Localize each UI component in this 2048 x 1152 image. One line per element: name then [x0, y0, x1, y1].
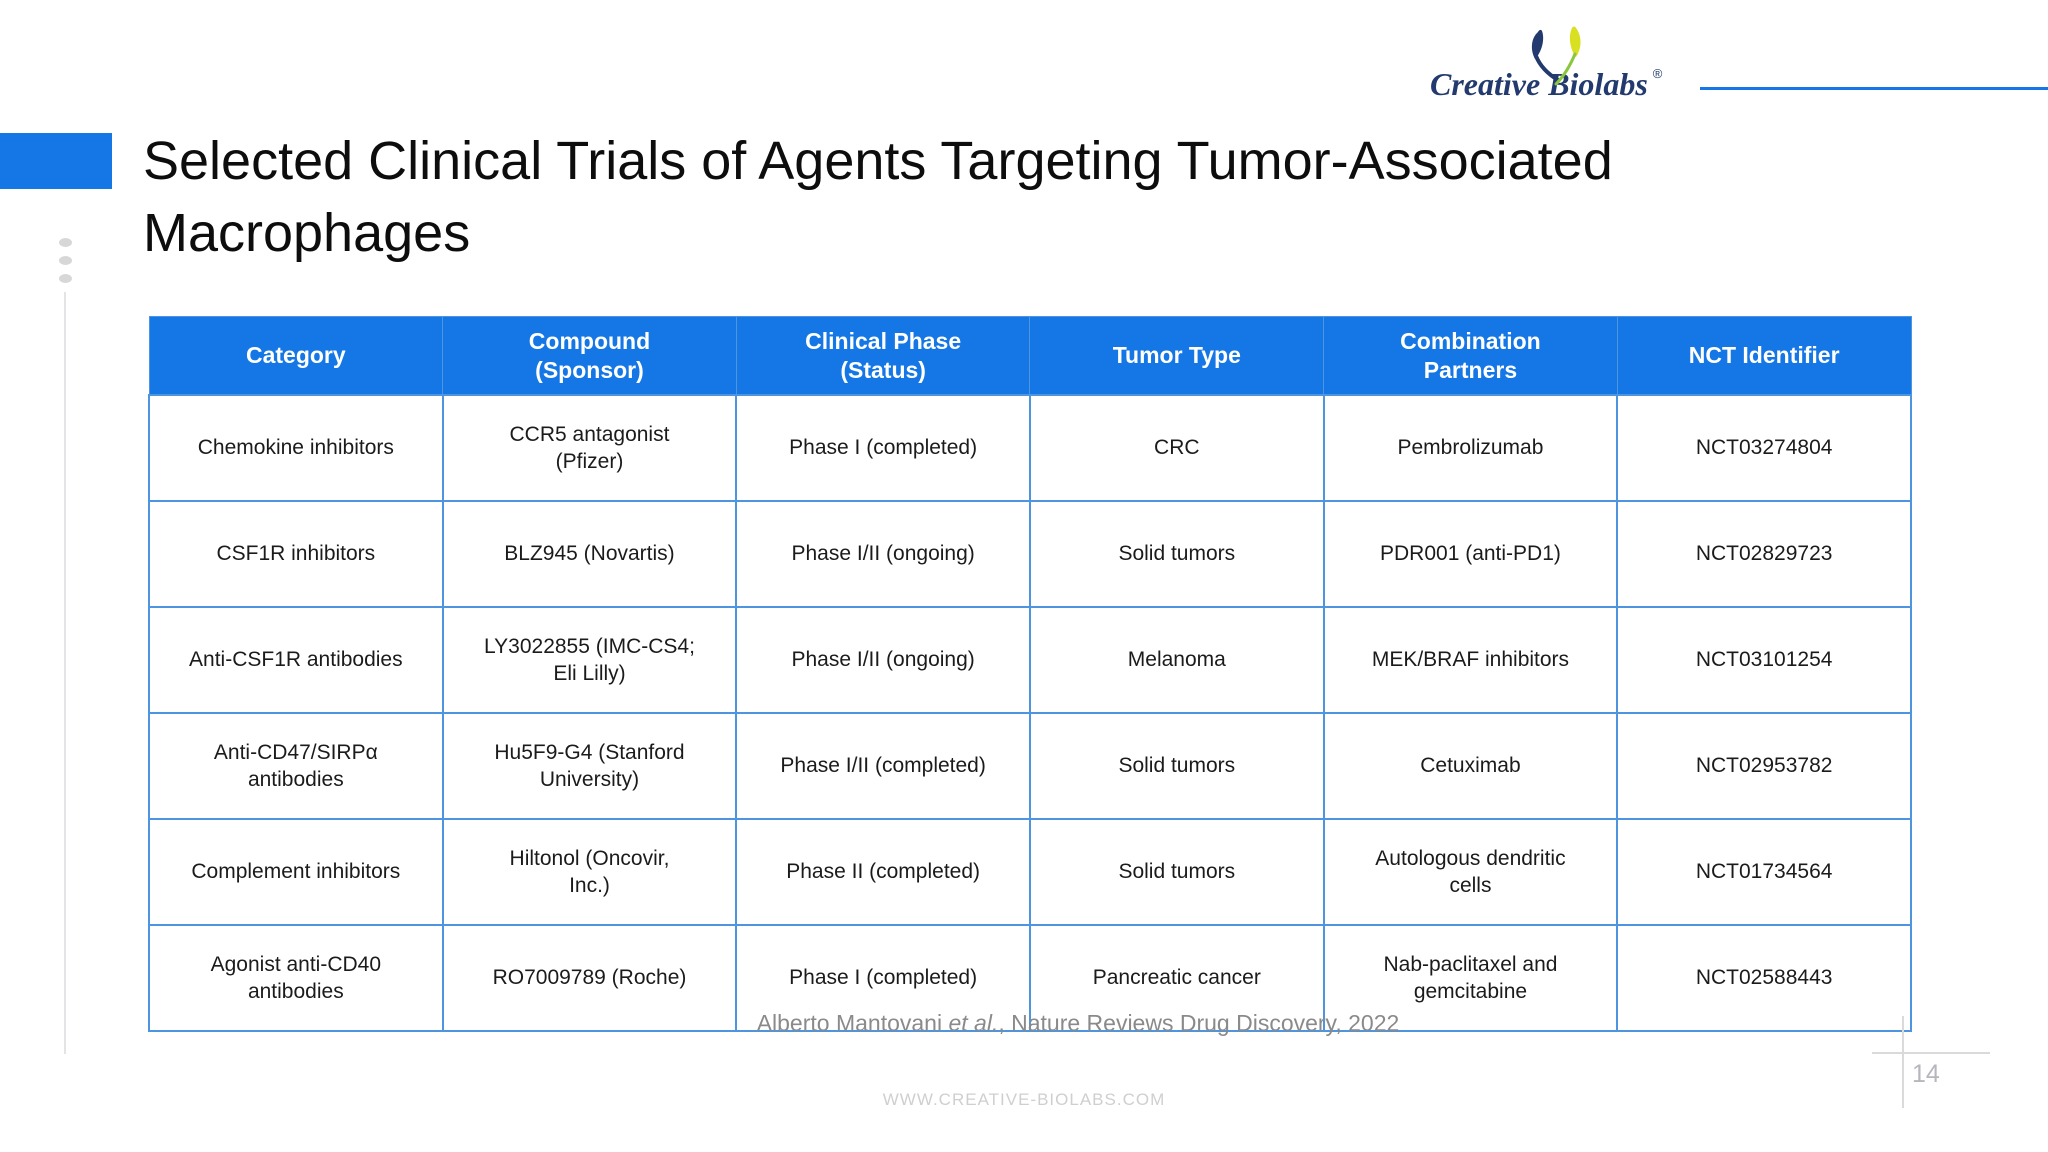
table-cell: MEK/BRAF inhibitors [1322, 606, 1619, 714]
table-row: Complement inhibitors Hiltonol (Oncovir, … [148, 818, 1912, 926]
table-cell: Solid tumors [1028, 818, 1325, 926]
table-cell: Melanoma [1028, 606, 1325, 714]
decorative-dot [59, 274, 72, 283]
footer-website-url: WWW.CREATIVE-BIOLABS.COM [882, 1090, 1166, 1109]
table-cell: NCT01734564 [1616, 818, 1912, 926]
table-cell: Solid tumors [1028, 712, 1325, 820]
registered-trademark-symbol: ® [1652, 66, 1663, 81]
citation-et-al: et al. [948, 1010, 999, 1036]
table-cell: Hu5F9-G4 (Stanford University) [441, 712, 738, 820]
crop-mark-vertical [1902, 1016, 1904, 1108]
table-cell: Autologous dendritic cells [1322, 818, 1619, 926]
table-cell: Chemokine inhibitors [148, 394, 444, 502]
table-cell: Phase II (completed) [735, 818, 1031, 926]
logo-brand-text: Creative Biolabs [1430, 66, 1648, 102]
table-cell: Phase I (completed) [735, 394, 1031, 502]
leaf-icon [1531, 26, 1581, 86]
table-cell: NCT02588443 [1616, 924, 1912, 1032]
table-cell: Agonist anti-CD40 antibodies [148, 924, 444, 1032]
table-header-row: Category Compound (Sponsor) Clinical Phase… [148, 316, 1912, 396]
column-header: Category [148, 316, 444, 396]
left-vertical-line [64, 292, 66, 1054]
table-cell: Phase I/II (ongoing) [735, 606, 1031, 714]
table-cell: BLZ945 (Novartis) [441, 500, 738, 608]
decorative-dot [59, 238, 72, 247]
table-row: Anti-CD47/SIRPα antibodies Hu5F9-G4 (Stan… [148, 712, 1912, 820]
table-cell: NCT03274804 [1616, 394, 1912, 502]
table-cell: NCT03101254 [1616, 606, 1912, 714]
table-cell: Complement inhibitors [148, 818, 444, 926]
table-cell: Anti-CD47/SIRPα antibodies [148, 712, 444, 820]
citation: Alberto Mantovani et al., Nature Reviews… [196, 1010, 1960, 1037]
table-cell: PDR001 (anti-PD1) [1322, 500, 1619, 608]
column-header: NCT Identifier [1616, 316, 1912, 396]
citation-authors: Alberto Mantovani [756, 1010, 949, 1036]
table-cell: Anti-CSF1R antibodies [148, 606, 444, 714]
table-cell: CSF1R inhibitors [148, 500, 444, 608]
table-cell: Phase I/II (ongoing) [735, 500, 1031, 608]
column-header: Compound (Sponsor) [442, 316, 737, 396]
table-cell: Phase I (completed) [735, 924, 1031, 1032]
table-cell: NCT02953782 [1616, 712, 1912, 820]
table-row: Anti-CSF1R antibodies LY3022855 (IMC-CS4;… [148, 606, 1912, 714]
table-cell: RO7009789 (Roche) [441, 924, 738, 1032]
decorative-dot [59, 256, 72, 265]
table-row: Chemokine inhibitors CCR5 antagonist (Pfi… [148, 394, 1912, 502]
column-header: Clinical Phase (Status) [735, 316, 1031, 396]
table-cell: Phase I/II (completed) [735, 712, 1031, 820]
table-cell: Nab-paclitaxel and gemcitabine [1322, 924, 1619, 1032]
table-row: Agonist anti-CD40 antibodies RO7009789 (R… [148, 924, 1912, 1032]
clinical-trials-table: Category Compound (Sponsor) Clinical Phase… [148, 316, 1912, 1032]
title-accent-bar [0, 133, 112, 189]
table-cell: Cetuximab [1322, 712, 1619, 820]
column-header: Combination Partners [1323, 316, 1618, 396]
table-cell: Pancreatic cancer [1028, 924, 1325, 1032]
table-cell: NCT02829723 [1616, 500, 1912, 608]
table-cell: Solid tumors [1028, 500, 1325, 608]
creative-biolabs-logo: Creative Biolabs ® [1430, 26, 1663, 103]
page-title: Selected Clinical Trials of Agents Targe… [143, 131, 1613, 263]
table-body: Chemokine inhibitors CCR5 antagonist (Pfi… [148, 394, 1912, 1032]
table-cell: CRC [1028, 394, 1325, 502]
citation-source: , Nature Reviews Drug Discovery, 2022 [998, 1010, 1400, 1036]
table-cell: CCR5 antagonist (Pfizer) [441, 394, 738, 502]
table-cell: LY3022855 (IMC-CS4; Eli Lilly) [441, 606, 738, 714]
table-row: CSF1R inhibitors BLZ945 (Novartis) Phase I… [148, 500, 1912, 608]
crop-mark-horizontal [1872, 1052, 1990, 1054]
page-number: 14 [1912, 1060, 1940, 1088]
header-divider-line [1700, 87, 2048, 90]
table-cell: Hiltonol (Oncovir, Inc.) [441, 818, 738, 926]
table-cell: Pembrolizumab [1322, 394, 1619, 502]
column-header: Tumor Type [1029, 316, 1325, 396]
table-header: Category Compound (Sponsor) Clinical Phase… [148, 316, 1912, 396]
